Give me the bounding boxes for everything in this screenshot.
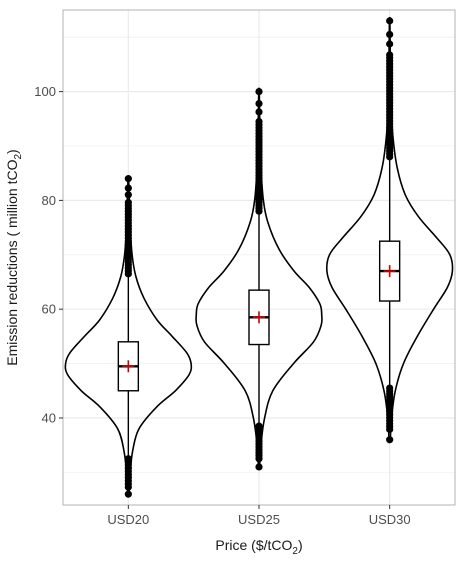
violin-group-usd30 xyxy=(325,16,454,444)
x-axis: USD20 USD25 USD30 xyxy=(107,505,411,527)
outlier-point xyxy=(124,175,132,183)
outlier-points xyxy=(124,175,132,498)
plot-panel xyxy=(62,9,456,506)
violins xyxy=(64,16,454,498)
y-tick-label: 80 xyxy=(42,193,56,208)
y-tick-label: 60 xyxy=(42,302,56,317)
x-tick-label: USD25 xyxy=(238,512,280,527)
outlier-point xyxy=(255,117,263,126)
outlier-points xyxy=(255,87,263,471)
outlier-point xyxy=(386,436,394,444)
outlier-point xyxy=(386,384,394,392)
outlier-point xyxy=(386,40,394,48)
y-axis: 40 60 80 100 xyxy=(34,84,63,425)
outlier-point xyxy=(255,422,263,430)
outlier-point xyxy=(124,198,132,207)
outlier-point xyxy=(255,108,263,116)
outlier-points xyxy=(386,17,394,444)
outlier-point xyxy=(386,51,394,59)
violin-group-usd25 xyxy=(195,87,323,471)
outlier-point xyxy=(124,191,132,199)
y-axis-title: Emission reductions ( million tCO2) xyxy=(4,149,24,365)
x-tick-label: USD30 xyxy=(369,512,411,527)
outlier-point xyxy=(255,99,263,108)
x-tick-label: USD20 xyxy=(107,512,149,527)
outlier-point xyxy=(386,30,394,39)
outlier-point xyxy=(255,87,263,96)
violin-group-usd20 xyxy=(64,175,193,498)
outlier-point xyxy=(124,490,132,498)
outlier-point xyxy=(124,455,132,463)
y-tick-label: 40 xyxy=(42,410,56,425)
y-tick-label: 100 xyxy=(34,84,56,99)
x-axis-title: Price ($/tCO2) xyxy=(215,537,302,557)
outlier-point xyxy=(124,184,132,192)
outlier-point xyxy=(255,463,263,471)
outlier-point xyxy=(386,17,394,25)
